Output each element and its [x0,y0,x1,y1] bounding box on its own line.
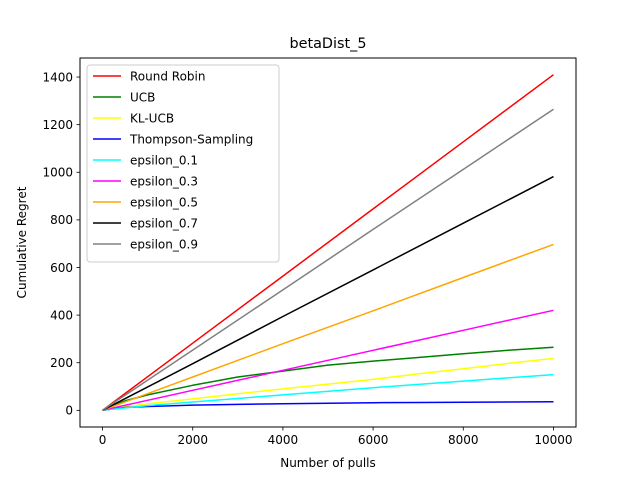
legend-label-0: Round Robin [130,69,205,83]
y-tick-label-2: 400 [50,308,73,322]
legend-label-6: epsilon_0.5 [130,195,198,209]
legend-label-4: epsilon_0.1 [130,153,198,167]
x-tick-label-3: 6000 [358,433,389,447]
legend-label-5: epsilon_0.3 [130,174,198,188]
series-line-1 [102,346,554,411]
x-tick-label-0: 0 [99,433,107,447]
legend: Round Robin UCB KL-UCB Thompson-Sampling eps… [86,64,280,263]
y-tick-label-5: 1000 [42,166,73,180]
series-line-0 [102,74,554,411]
chart-title: betaDist_5 [289,36,366,52]
series-line-6 [102,243,554,412]
ticks-layer: 0 2000 4000 6000 8000 10000 0 200 400 600 800 1000 1… [42,70,572,447]
legend-label-7: epsilon_0.7 [130,216,198,230]
x-tick-label-1: 2000 [177,433,208,447]
series-line-8 [102,108,554,411]
y-tick-label-4: 800 [50,213,73,227]
y-tick-label-7: 1400 [42,70,73,84]
legend-label-2: KL-UCB [130,111,174,125]
x-tick-label-2: 4000 [268,433,299,447]
legend-box [86,64,280,263]
x-tick-label-5: 10000 [534,433,572,447]
y-tick-label-0: 0 [65,404,73,418]
series-line-2 [102,357,554,412]
series-line-7 [102,175,554,411]
series-layer [102,74,554,412]
legend-label-3: Thompson-Sampling [129,132,253,146]
series-line-4 [102,373,554,412]
y-tick-label-3: 600 [50,261,73,275]
legend-label-1: UCB [130,90,155,104]
plot-frame [79,57,577,428]
x-tick-label-4: 8000 [448,433,479,447]
legend-label-8: epsilon_0.9 [130,237,198,251]
x-axis-label: Number of pulls [280,456,376,470]
series-line-5 [102,309,554,412]
y-tick-label-6: 1200 [42,118,73,132]
y-axis-label: Cumulative Regret [15,186,29,298]
y-tick-label-1: 200 [50,356,73,370]
